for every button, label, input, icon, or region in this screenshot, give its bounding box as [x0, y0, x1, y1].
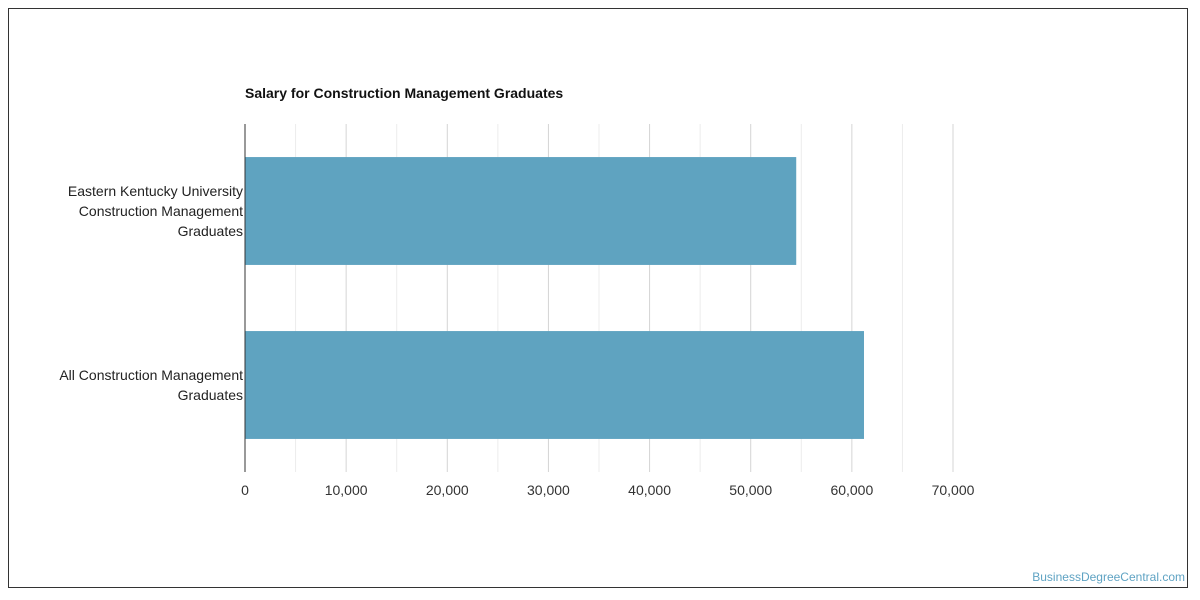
x-tick-label: 40,000	[628, 482, 671, 498]
x-tick-label: 0	[241, 482, 249, 498]
category-label: Eastern Kentucky University Construction …	[68, 183, 243, 239]
x-tick-label: 20,000	[426, 482, 469, 498]
x-tick-label: 10,000	[325, 482, 368, 498]
labels: Eastern Kentucky University Construction …	[59, 183, 974, 498]
x-tick-label: 70,000	[932, 482, 975, 498]
watermark-text: BusinessDegreeCentral.com	[1032, 570, 1185, 584]
category-label: All Construction Management Graduates	[59, 367, 243, 403]
bar	[245, 157, 797, 265]
chart-frame	[8, 8, 1188, 588]
chart-title: Salary for Construction Management Gradu…	[245, 85, 564, 101]
x-tick-label: 50,000	[729, 482, 772, 498]
bar	[245, 331, 864, 439]
x-tick-label: 30,000	[527, 482, 570, 498]
bars	[245, 157, 864, 439]
x-tick-label: 60,000	[830, 482, 873, 498]
